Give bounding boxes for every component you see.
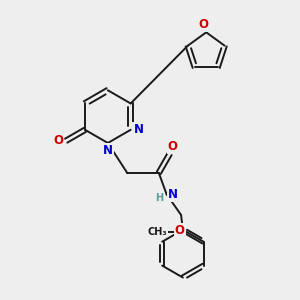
Text: O: O xyxy=(198,18,208,31)
Text: N: N xyxy=(168,188,178,201)
Text: N: N xyxy=(103,144,113,157)
Text: H: H xyxy=(155,193,164,203)
Text: O: O xyxy=(53,134,63,147)
Text: O: O xyxy=(167,140,178,153)
Text: CH₃: CH₃ xyxy=(147,226,167,236)
Text: O: O xyxy=(175,224,184,237)
Text: N: N xyxy=(134,123,143,136)
